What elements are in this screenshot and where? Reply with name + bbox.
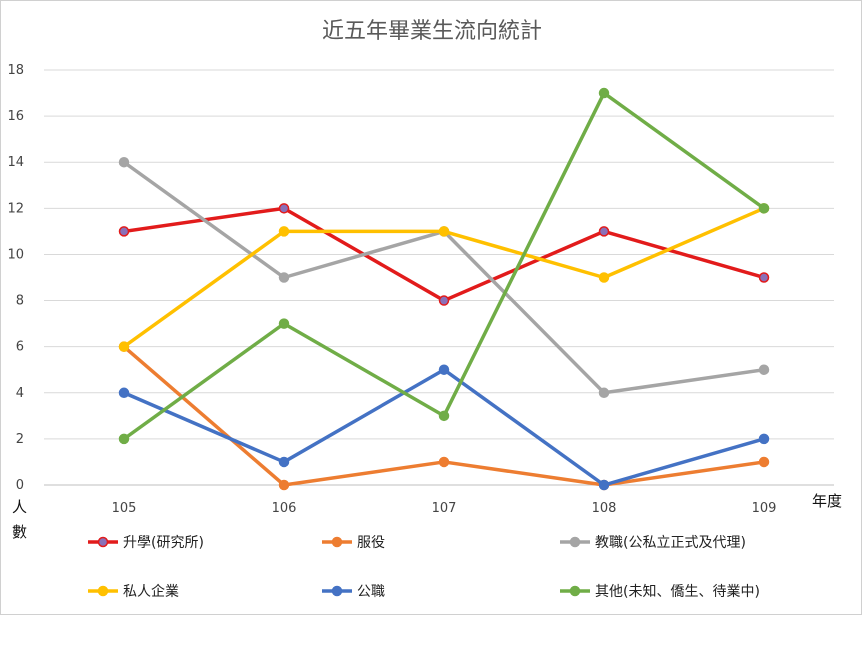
series-4 bbox=[118, 364, 770, 491]
y-axis-label: 人數 bbox=[12, 498, 27, 541]
data-point bbox=[438, 456, 450, 468]
series-line bbox=[122, 91, 766, 441]
data-point bbox=[598, 226, 610, 237]
series-0 bbox=[118, 203, 770, 306]
series-2 bbox=[118, 156, 770, 399]
legend-item: 其他(未知、僑生、待業中) bbox=[560, 583, 760, 600]
data-point bbox=[278, 272, 290, 283]
y-tick-label: 14 bbox=[7, 155, 24, 170]
data-point bbox=[598, 387, 610, 399]
y-axis-ticks: 0 2 4 6 8 10 12 14 16 18 bbox=[7, 63, 24, 493]
legend-item: 私人企業 bbox=[88, 583, 179, 600]
data-point bbox=[758, 364, 770, 375]
legend-label: 升學(研究所) bbox=[123, 535, 204, 551]
data-point bbox=[438, 226, 450, 237]
data-point bbox=[118, 156, 130, 168]
legend-marker bbox=[569, 585, 581, 597]
legend: 升學(研究所) 服役 教職(公私立正式及代理) 私人企業 公職 其他(未知、僑生、待業中) bbox=[88, 535, 760, 600]
y-axis-label-char: 人 bbox=[12, 498, 27, 516]
data-point bbox=[758, 272, 770, 283]
data-point bbox=[278, 479, 290, 491]
data-point bbox=[118, 387, 130, 399]
legend-item: 公職 bbox=[322, 584, 385, 600]
gridlines bbox=[44, 69, 834, 486]
y-tick-label: 6 bbox=[16, 340, 24, 355]
legend-marker bbox=[97, 585, 109, 597]
legend-marker bbox=[331, 536, 343, 548]
data-point bbox=[278, 203, 290, 214]
data-point bbox=[758, 203, 770, 214]
legend-marker bbox=[569, 536, 581, 548]
x-axis-label: 年度 bbox=[812, 492, 842, 510]
x-tick-label: 107 bbox=[432, 501, 457, 516]
legend-label: 私人企業 bbox=[123, 583, 179, 600]
chart-title: 近五年畢業生流向統計 bbox=[322, 19, 542, 44]
data-point bbox=[758, 433, 770, 445]
y-tick-label: 8 bbox=[16, 294, 24, 309]
data-point bbox=[278, 318, 290, 329]
x-tick-label: 106 bbox=[272, 501, 297, 516]
x-tick-label: 108 bbox=[592, 501, 617, 516]
x-tick-label: 109 bbox=[752, 501, 777, 516]
y-tick-label: 16 bbox=[7, 109, 24, 124]
data-point bbox=[278, 226, 290, 237]
data-point bbox=[758, 456, 770, 468]
data-point bbox=[438, 295, 450, 306]
series-lines bbox=[118, 87, 770, 491]
y-tick-label: 10 bbox=[7, 247, 24, 262]
data-point bbox=[118, 226, 130, 237]
data-point bbox=[438, 410, 450, 422]
x-axis-ticks: 105 106 107 108 109 bbox=[112, 501, 777, 516]
series-3 bbox=[118, 203, 770, 352]
legend-item: 升學(研究所) bbox=[88, 535, 204, 551]
legend-marker bbox=[331, 585, 343, 597]
legend-item: 服役 bbox=[322, 535, 385, 551]
legend-label: 其他(未知、僑生、待業中) bbox=[595, 583, 760, 600]
data-point bbox=[598, 479, 610, 491]
chart-frame bbox=[0, 0, 862, 615]
legend-label: 教職(公私立正式及代理) bbox=[595, 535, 746, 551]
y-tick-label: 18 bbox=[7, 63, 24, 78]
legend-marker bbox=[97, 536, 109, 548]
data-point bbox=[278, 456, 290, 468]
data-point bbox=[438, 364, 450, 375]
y-tick-label: 12 bbox=[7, 201, 24, 216]
y-tick-label: 2 bbox=[16, 432, 24, 447]
y-tick-label: 0 bbox=[16, 478, 24, 493]
legend-item: 教職(公私立正式及代理) bbox=[560, 535, 746, 551]
data-point bbox=[118, 433, 130, 445]
y-tick-label: 4 bbox=[16, 386, 24, 401]
legend-label: 服役 bbox=[357, 535, 385, 551]
data-point bbox=[118, 341, 130, 352]
x-tick-label: 105 bbox=[112, 501, 137, 516]
series-5 bbox=[118, 87, 770, 445]
y-axis-label-char: 數 bbox=[12, 523, 27, 541]
legend-label: 公職 bbox=[357, 584, 385, 600]
data-point bbox=[598, 272, 610, 283]
data-point bbox=[598, 87, 610, 99]
